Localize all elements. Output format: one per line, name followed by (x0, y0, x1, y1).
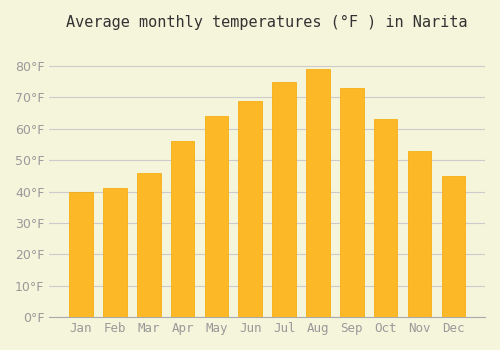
Bar (238, 100, 262, 317)
Bar (408, 151, 432, 317)
Title: Average monthly temperatures (°F ) in Narita: Average monthly temperatures (°F ) in Na… (66, 15, 468, 30)
Bar (306, 69, 330, 317)
Bar (170, 141, 194, 317)
Bar (137, 173, 160, 317)
Bar (374, 119, 398, 317)
Bar (204, 116, 229, 317)
Bar (103, 188, 126, 317)
Bar (272, 82, 296, 317)
Bar (69, 191, 93, 317)
Bar (340, 88, 363, 317)
Bar (442, 176, 465, 317)
